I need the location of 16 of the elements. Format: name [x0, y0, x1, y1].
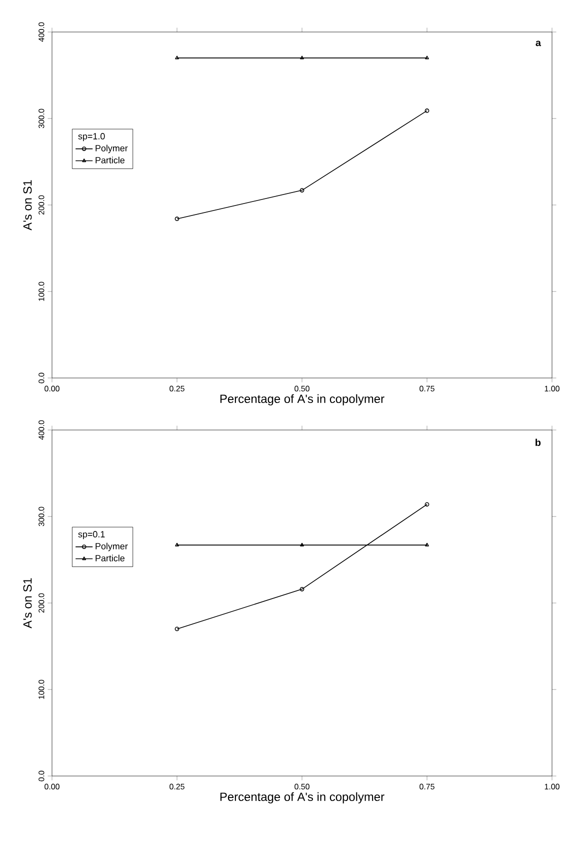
legend-label: Particle: [96, 554, 124, 562]
legend-label: Polymer: [96, 542, 128, 552]
y-axis-title: A's on S1: [23, 578, 32, 628]
legend-title: sp=1.0: [78, 133, 105, 142]
legend-label: Particle: [96, 156, 124, 164]
x-axis-title: Percentage of A's in copolymer: [220, 792, 384, 804]
legend-title: sp=0.1: [78, 531, 105, 540]
point: [300, 56, 304, 60]
point: [300, 188, 304, 192]
point: [300, 542, 304, 546]
y-axis-title: A's on S1: [23, 180, 32, 230]
legend-label: Polymer: [96, 144, 128, 154]
annotation: b: [536, 438, 541, 446]
point: [300, 586, 304, 592]
annotation: a: [536, 40, 542, 46]
x-axis-title: Percentage of A's in copolymer: [220, 394, 384, 406]
